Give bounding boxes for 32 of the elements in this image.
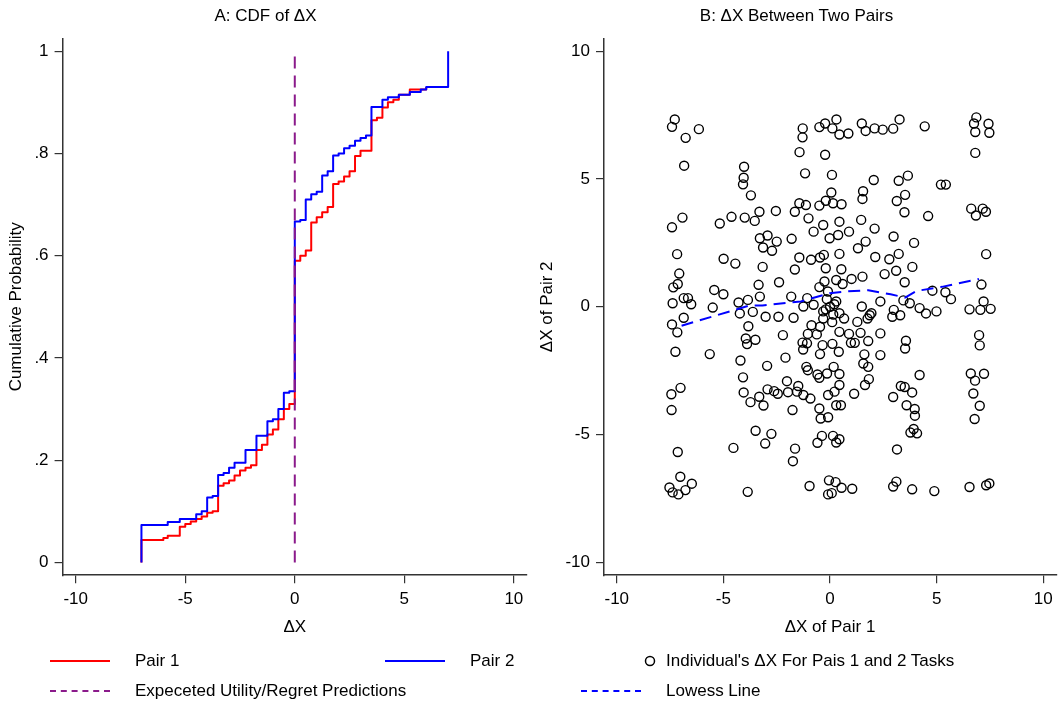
y-tick-label: -10 — [565, 552, 590, 572]
legend-label: Pair 2 — [470, 651, 515, 671]
y-tick-label: 10 — [571, 40, 590, 60]
y-axis-title: Cumulative Probability — [5, 221, 25, 392]
y-tick-label: .4 — [34, 347, 49, 367]
y-tick-label: 1 — [39, 40, 49, 60]
x-axis-title: ΔX of Pair 1 — [784, 617, 876, 637]
y-tick-label: .8 — [34, 143, 49, 163]
x-tick-label: -10 — [63, 589, 89, 609]
y-tick-label: 0 — [39, 552, 49, 572]
y-tick-label: 5 — [580, 168, 590, 188]
legend-label: Expeceted Utility/Regret Predictions — [135, 681, 407, 701]
x-tick-label: 0 — [825, 589, 835, 609]
x-tick-label: 5 — [399, 589, 410, 609]
x-tick-label: 10 — [504, 589, 524, 609]
x-tick-label: -5 — [177, 589, 193, 609]
x-tick-label: 0 — [290, 589, 300, 609]
chart-title: B: ΔX Between Two Pairs — [699, 5, 894, 25]
y-tick-label: -5 — [574, 424, 590, 444]
y-tick-label: .2 — [34, 449, 49, 469]
chart-title: A: CDF of ΔX — [214, 5, 317, 25]
y-tick-label: 0 — [580, 296, 590, 316]
legend-label: Individual's ΔX For Pais 1 and 2 Tasks — [666, 651, 955, 671]
legend-label: Lowess Line — [666, 681, 761, 701]
y-tick-label: .6 — [34, 245, 49, 265]
x-tick-label: -10 — [604, 589, 630, 609]
x-tick-label: 10 — [1033, 589, 1053, 609]
x-tick-label: -5 — [715, 589, 731, 609]
x-axis-title: ΔX — [283, 617, 307, 637]
y-axis-title: ΔX of Pair 2 — [536, 261, 556, 353]
x-tick-label: 5 — [931, 589, 942, 609]
legend-label: Pair 1 — [135, 651, 180, 671]
